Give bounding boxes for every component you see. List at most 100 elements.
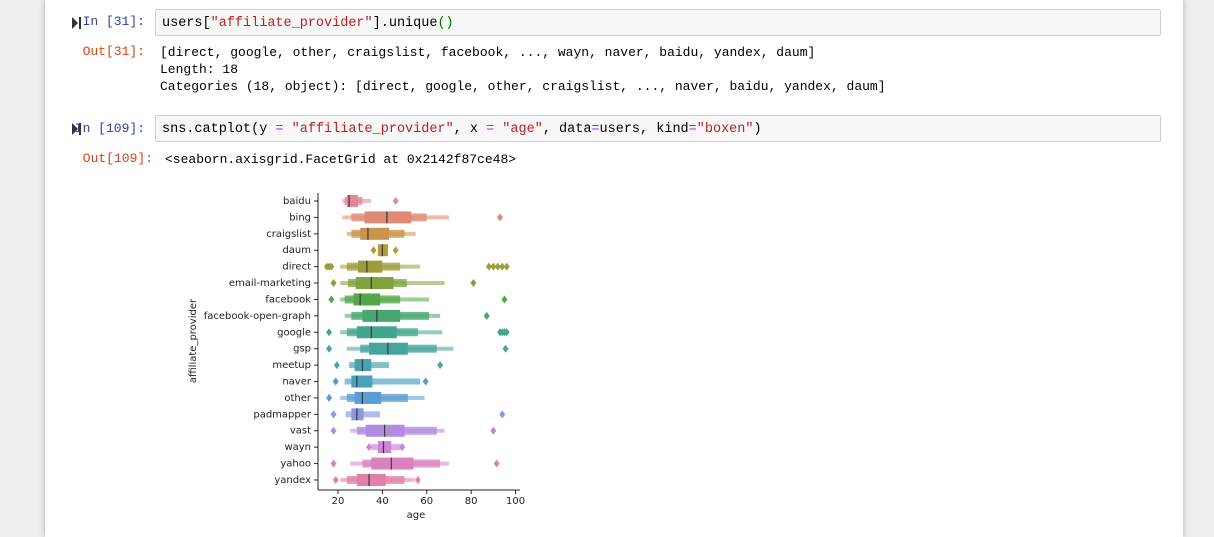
code-string: "age" [502,122,543,137]
input-prompt: In [31]: [82,14,145,29]
y-tick-label: direct [282,262,311,273]
y-tick-label: naver [282,377,312,388]
code: users, kind [599,122,689,137]
outlier [503,262,510,271]
outlier [494,262,501,271]
outlier [490,262,497,271]
x-tick-label: 80 [465,496,478,507]
boxen-box [356,473,386,486]
y-tick-label: meetup [272,360,311,371]
outlier [332,377,339,386]
boxen-box [357,260,383,273]
outlier [330,459,337,468]
y-axis-label: affiliate_provider [188,298,199,383]
outlier [502,344,509,353]
outlier [326,328,333,337]
x-tick-label: 100 [506,496,525,507]
output-line: Categories (18, object): [direct, google… [160,79,886,94]
outlier [501,295,508,304]
boxen-box [355,277,394,290]
outlier [370,246,377,255]
output-line: Length: 18 [160,62,239,77]
code-op: = [486,122,495,137]
notebook-sheet: In [31]: users["affiliate_provider"].uni… [45,0,1183,537]
y-tick-label: other [284,393,312,404]
code: ].unique [372,16,438,31]
outlier [328,295,335,304]
code-op: = [275,122,284,137]
code-string: "affiliate_provider" [210,16,373,31]
x-tick-label: 20 [332,496,345,507]
run-icon[interactable] [72,123,82,135]
outlier [499,410,506,419]
y-tick-label: craigslist [266,229,311,240]
output-line: [direct, google, other, craigslist, face… [160,45,816,60]
outlier [366,443,373,452]
outlier [399,443,406,452]
y-tick-label: facebook [265,294,311,305]
code: users[ [162,16,211,31]
outlier [392,246,399,255]
outlier [503,328,510,337]
code-op: = [688,122,697,137]
y-tick-label: email-marketing [229,278,311,289]
code-op: = [591,122,600,137]
code-paren: () [437,16,454,31]
y-tick-label: gsp [293,344,311,355]
y-tick-label: google [277,327,311,338]
code: , x [453,122,487,137]
run-icon[interactable] [72,17,82,29]
outlier [483,311,490,320]
output-prompt: Out[31]: [82,44,145,59]
outlier [332,475,339,484]
outlier [470,279,477,288]
y-tick-label: daum [282,245,311,256]
code-string: "affiliate_provider" [291,122,454,137]
outlier [333,361,340,370]
input-prompt: In [109]: [74,121,145,136]
outlier [328,262,335,271]
output-text: <seaborn.axisgrid.FacetGrid at 0x2142f87… [165,151,516,168]
y-tick-label: wayn [284,442,311,453]
code: , data [542,122,592,137]
boxen-box [364,211,412,224]
x-tick-label: 60 [420,496,433,507]
output-prompt: Out[109]: [82,151,153,166]
output-text: [direct, google, other, craigslist, face… [160,44,886,95]
boxen-box [377,441,392,454]
boxen-box [351,375,373,388]
y-tick-label: baidu [283,196,311,207]
outlier [392,197,399,205]
outlier [330,410,337,419]
y-tick-label: yahoo [280,459,311,470]
code-cell[interactable]: users["affiliate_provider"].unique() [155,9,1161,36]
y-tick-label: vast [290,426,311,437]
outlier [497,213,504,222]
outlier [490,426,497,435]
boxen-box [371,457,414,470]
y-tick-label: padmapper [253,409,312,420]
outlier [485,262,492,271]
outlier [326,344,333,353]
boxen-box [346,195,358,207]
outlier [414,475,421,484]
code: ) [753,122,762,137]
y-tick-label: facebook-open-graph [204,311,311,322]
outlier [493,459,500,468]
outlier [422,377,429,386]
outlier [326,393,333,402]
outlier [499,262,506,271]
boxen-box [344,378,421,385]
code-string: "boxen" [696,122,754,137]
output-line: <seaborn.axisgrid.FacetGrid at 0x2142f87… [165,152,517,167]
y-tick-label: bing [289,212,311,223]
code-cell[interactable]: sns.catplot(y = "affiliate_provider", x … [155,115,1161,142]
boxen-box [362,309,401,322]
x-tick-label: 40 [376,496,389,507]
boxen-box [354,391,382,404]
boxen-box [353,293,381,306]
outlier [330,279,337,288]
code: sns.catplot(y [162,122,276,137]
